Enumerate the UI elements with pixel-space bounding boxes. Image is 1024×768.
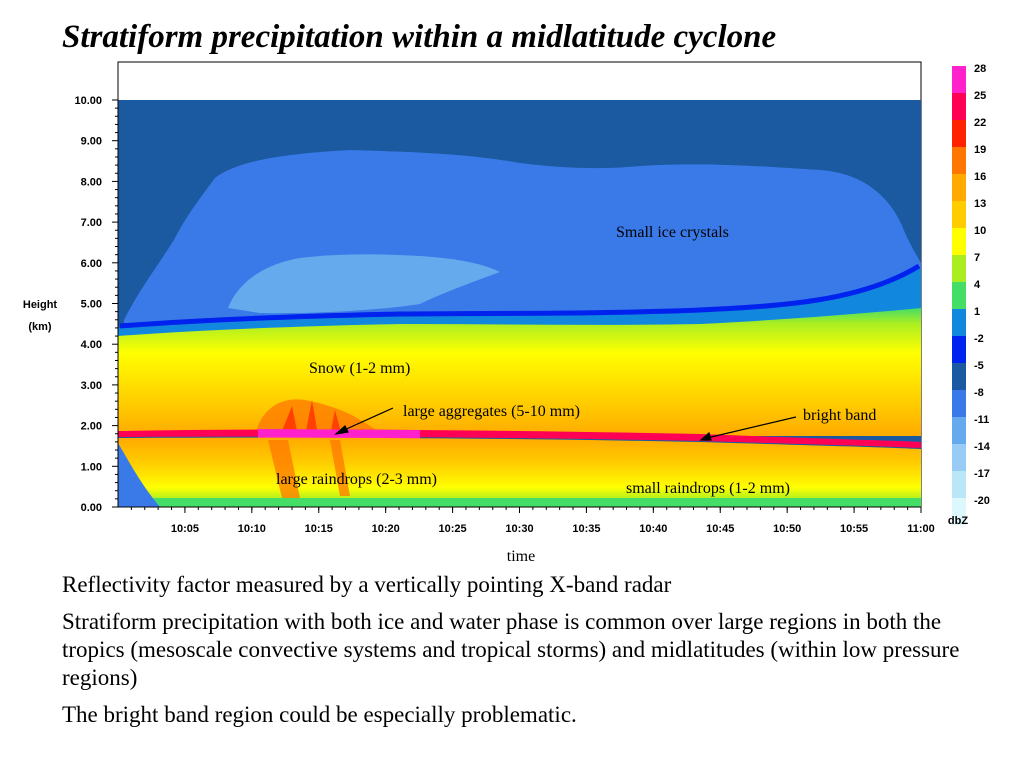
colorbar-swatch <box>952 201 966 228</box>
colorbar-swatch <box>952 228 966 255</box>
ice-snow-transition <box>118 268 921 340</box>
x-tick-label: 10:10 <box>238 523 266 535</box>
annotation-arrows <box>334 407 797 441</box>
x-tick-label: 10:50 <box>773 523 801 535</box>
colorbar-swatch <box>952 498 966 525</box>
annotation-ice-crystals: Small ice crystals <box>616 224 729 241</box>
x-tick-label: 10:05 <box>171 523 199 535</box>
colorbar-label: 4 <box>974 279 981 291</box>
slide-bullets: Reflectivity factor measured by a vertic… <box>62 571 992 738</box>
annotation-small-raindrops: small raindrops (1-2 mm) <box>626 480 790 497</box>
y-axis-unit: (km) <box>28 321 52 333</box>
colorbar-swatch <box>952 174 966 201</box>
y-tick-label: 4.00 <box>81 339 102 351</box>
colorbar: 28 25 22 19 16 13 10 7 4 1 -2 -5 -8 -11 -14 -17 -20 <box>952 63 991 525</box>
y-axis-label: Height <box>23 299 58 311</box>
slide-title: Stratiform precipitation within a midlat… <box>62 19 777 55</box>
arrow-bright-band <box>706 416 797 439</box>
colorbar-swatch <box>952 282 966 309</box>
y-tick-label: 5.00 <box>81 299 102 311</box>
colorbar-swatch <box>952 147 966 174</box>
colorbar-label: 10 <box>974 225 986 237</box>
y-tick-label: 2.00 <box>81 421 102 433</box>
annotation-large-aggregates: large aggregates (5-10 mm) <box>403 403 580 420</box>
near-radar-clutter <box>118 443 160 507</box>
x-tick-label: 11:00 <box>907 523 935 535</box>
x-tick-label: 10:35 <box>572 523 600 535</box>
colorbar-swatch <box>952 66 966 93</box>
x-axis-ticks: 10:05 10:10 10:15 10:20 10:25 10:30 10:35 10:40… <box>130 507 935 535</box>
x-axis-label: time <box>507 548 535 565</box>
annotation-snow: Snow (1-2 mm) <box>309 360 410 377</box>
colorbar-swatch <box>952 93 966 120</box>
y-axis-ticks: 0.00 1.00 2.00 3.00 4.00 5.00 6.00 7.00 8.00 9.00… <box>74 95 118 514</box>
y-tick-label: 1.00 <box>81 461 102 473</box>
colorbar-label: -11 <box>974 414 989 426</box>
colorbar-swatch <box>952 336 966 363</box>
bright-band-core <box>258 429 420 440</box>
y-tick-label: 10.00 <box>74 95 102 107</box>
surface-clutter <box>118 498 921 507</box>
colorbar-label: 28 <box>974 63 986 75</box>
colorbar-label: -17 <box>974 468 990 480</box>
colorbar-label: -5 <box>974 360 984 372</box>
y-tick-label: 9.00 <box>81 136 102 148</box>
colorbar-swatch <box>952 309 966 336</box>
arrowhead-bright-band <box>699 431 712 441</box>
colorbar-label: 22 <box>974 117 986 129</box>
colorbar-label: -8 <box>974 387 984 399</box>
y-tick-label: 0.00 <box>81 502 102 514</box>
colorbar-swatch <box>952 120 966 147</box>
annotation-large-raindrops: large raindrops (2-3 mm) <box>276 471 437 488</box>
annotation-bright-band: bright band <box>803 407 876 424</box>
colorbar-swatch <box>952 471 966 498</box>
bullet-2: Stratiform precipitation with both ice a… <box>62 609 960 690</box>
reflectivity-field <box>118 100 921 507</box>
colorbar-swatch <box>952 444 966 471</box>
colorbar-label: 13 <box>974 198 986 210</box>
colorbar-swatch <box>952 417 966 444</box>
x-tick-label: 10:40 <box>639 523 667 535</box>
colorbar-swatch <box>952 255 966 282</box>
colorbar-swatch <box>952 390 966 417</box>
colorbar-swatch <box>952 363 966 390</box>
bullet-3: The bright band region could be especial… <box>62 702 577 727</box>
x-tick-label: 10:25 <box>439 523 467 535</box>
colorbar-unit: dbZ <box>948 515 968 527</box>
heavy-rain-streaks <box>268 440 350 498</box>
x-tick-label: 10:55 <box>840 523 868 535</box>
colorbar-label: 19 <box>974 144 986 156</box>
colorbar-label: -20 <box>974 495 990 507</box>
colorbar-label: 7 <box>974 252 980 264</box>
y-tick-label: 7.00 <box>81 217 102 229</box>
light-ice-patch <box>228 254 500 314</box>
x-tick-label: 10:45 <box>706 523 734 535</box>
colorbar-label: 16 <box>974 171 986 183</box>
y-tick-label: 6.00 <box>81 258 102 270</box>
ice-snow-edge <box>119 263 921 329</box>
colorbar-label: 1 <box>974 306 980 318</box>
arrowhead-large-aggregates <box>334 425 349 435</box>
rain-layer <box>118 437 921 500</box>
arrow-large-aggregates <box>341 407 394 432</box>
x-tick-label: 10:15 <box>305 523 333 535</box>
bullet-1: Reflectivity factor measured by a vertic… <box>62 572 672 597</box>
aggregate-streaks <box>280 400 342 436</box>
colorbar-label: 25 <box>974 90 986 102</box>
x-tick-label: 10:30 <box>505 523 533 535</box>
y-tick-label: 3.00 <box>81 380 102 392</box>
radar-reflectivity-chart: 0.00 1.00 2.00 3.00 4.00 5.00 6.00 7.00 8.00 9.00… <box>23 61 991 565</box>
colorbar-label: -2 <box>974 333 984 345</box>
colorbar-label: -14 <box>974 441 991 453</box>
x-tick-label: 10:20 <box>372 523 400 535</box>
y-tick-label: 8.00 <box>81 176 102 188</box>
